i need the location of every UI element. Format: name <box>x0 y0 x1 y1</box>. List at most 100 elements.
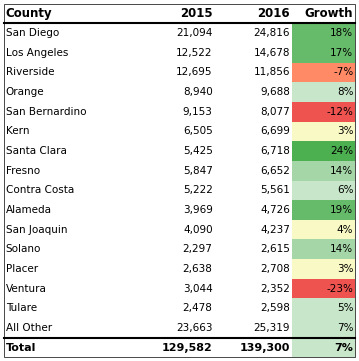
FancyBboxPatch shape <box>292 259 355 279</box>
Text: 7%: 7% <box>335 343 353 353</box>
FancyBboxPatch shape <box>292 338 355 357</box>
Text: 12,522: 12,522 <box>176 48 213 58</box>
FancyBboxPatch shape <box>137 259 215 279</box>
Text: 5%: 5% <box>337 303 353 313</box>
Text: 3%: 3% <box>337 264 353 274</box>
Text: 2,297: 2,297 <box>183 244 213 254</box>
FancyBboxPatch shape <box>215 279 292 299</box>
Text: 8%: 8% <box>337 87 353 97</box>
FancyBboxPatch shape <box>137 4 215 23</box>
Text: Riverside: Riverside <box>6 68 54 77</box>
FancyBboxPatch shape <box>4 180 137 200</box>
FancyBboxPatch shape <box>4 62 137 82</box>
FancyBboxPatch shape <box>215 161 292 180</box>
Text: 5,222: 5,222 <box>183 185 213 195</box>
Text: 2,352: 2,352 <box>260 284 290 293</box>
FancyBboxPatch shape <box>215 43 292 62</box>
FancyBboxPatch shape <box>4 23 137 43</box>
FancyBboxPatch shape <box>292 239 355 259</box>
FancyBboxPatch shape <box>137 43 215 62</box>
FancyBboxPatch shape <box>4 82 137 102</box>
Text: Los Angeles: Los Angeles <box>6 48 68 58</box>
Text: 4,090: 4,090 <box>183 225 213 235</box>
FancyBboxPatch shape <box>137 299 215 318</box>
FancyBboxPatch shape <box>215 4 292 23</box>
FancyBboxPatch shape <box>292 23 355 43</box>
FancyBboxPatch shape <box>292 122 355 141</box>
Text: San Joaquin: San Joaquin <box>6 225 67 235</box>
Text: Solano: Solano <box>6 244 41 254</box>
FancyBboxPatch shape <box>137 338 215 357</box>
Text: 18%: 18% <box>330 28 353 38</box>
Text: 3%: 3% <box>337 126 353 136</box>
FancyBboxPatch shape <box>4 299 137 318</box>
FancyBboxPatch shape <box>215 23 292 43</box>
FancyBboxPatch shape <box>4 338 137 357</box>
FancyBboxPatch shape <box>292 318 355 338</box>
FancyBboxPatch shape <box>137 82 215 102</box>
FancyBboxPatch shape <box>137 102 215 122</box>
FancyBboxPatch shape <box>215 318 292 338</box>
Text: 3,969: 3,969 <box>183 205 213 215</box>
FancyBboxPatch shape <box>137 161 215 180</box>
FancyBboxPatch shape <box>137 180 215 200</box>
Text: 7%: 7% <box>337 323 353 333</box>
Text: 2,598: 2,598 <box>260 303 290 313</box>
Text: Ventura: Ventura <box>6 284 47 293</box>
FancyBboxPatch shape <box>292 299 355 318</box>
FancyBboxPatch shape <box>4 220 137 239</box>
Text: -12%: -12% <box>326 107 353 117</box>
FancyBboxPatch shape <box>292 62 355 82</box>
FancyBboxPatch shape <box>4 122 137 141</box>
Text: 11,856: 11,856 <box>253 68 290 77</box>
FancyBboxPatch shape <box>137 220 215 239</box>
Text: 4,237: 4,237 <box>260 225 290 235</box>
Text: 2,615: 2,615 <box>260 244 290 254</box>
FancyBboxPatch shape <box>292 43 355 62</box>
Text: 6,718: 6,718 <box>260 146 290 156</box>
Text: County: County <box>6 7 52 20</box>
FancyBboxPatch shape <box>215 338 292 357</box>
Text: All Other: All Other <box>6 323 52 333</box>
Text: Kern: Kern <box>6 126 29 136</box>
FancyBboxPatch shape <box>137 141 215 161</box>
Text: 9,153: 9,153 <box>183 107 213 117</box>
Text: 129,582: 129,582 <box>162 343 213 353</box>
FancyBboxPatch shape <box>292 161 355 180</box>
FancyBboxPatch shape <box>292 141 355 161</box>
Text: 6,699: 6,699 <box>260 126 290 136</box>
Text: 12,695: 12,695 <box>176 68 213 77</box>
Text: 3,044: 3,044 <box>183 284 213 293</box>
FancyBboxPatch shape <box>4 43 137 62</box>
Text: 5,425: 5,425 <box>183 146 213 156</box>
Text: 6,505: 6,505 <box>183 126 213 136</box>
FancyBboxPatch shape <box>215 141 292 161</box>
FancyBboxPatch shape <box>292 4 355 23</box>
FancyBboxPatch shape <box>215 82 292 102</box>
Text: 2016: 2016 <box>257 7 290 20</box>
FancyBboxPatch shape <box>215 239 292 259</box>
FancyBboxPatch shape <box>4 161 137 180</box>
FancyBboxPatch shape <box>137 239 215 259</box>
FancyBboxPatch shape <box>137 200 215 220</box>
FancyBboxPatch shape <box>215 200 292 220</box>
Text: 24%: 24% <box>330 146 353 156</box>
FancyBboxPatch shape <box>137 318 215 338</box>
FancyBboxPatch shape <box>215 180 292 200</box>
Text: 6,652: 6,652 <box>260 166 290 176</box>
FancyBboxPatch shape <box>4 141 137 161</box>
Text: Contra Costa: Contra Costa <box>6 185 74 195</box>
Text: 17%: 17% <box>330 48 353 58</box>
Text: Total: Total <box>6 343 36 353</box>
FancyBboxPatch shape <box>4 259 137 279</box>
FancyBboxPatch shape <box>215 102 292 122</box>
Text: 2,708: 2,708 <box>260 264 290 274</box>
FancyBboxPatch shape <box>137 62 215 82</box>
FancyBboxPatch shape <box>4 279 137 299</box>
Text: 6%: 6% <box>337 185 353 195</box>
Text: San Diego: San Diego <box>6 28 59 38</box>
Text: 23,663: 23,663 <box>176 323 213 333</box>
FancyBboxPatch shape <box>4 102 137 122</box>
FancyBboxPatch shape <box>137 279 215 299</box>
FancyBboxPatch shape <box>292 279 355 299</box>
